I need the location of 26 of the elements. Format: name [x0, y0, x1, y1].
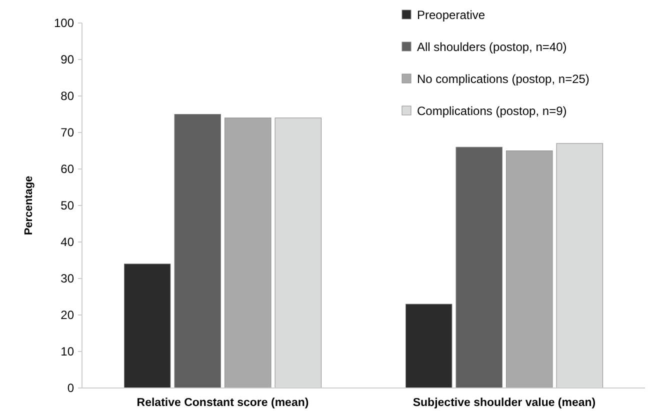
- bar: [274, 118, 322, 388]
- bar: [124, 264, 171, 388]
- bar: [174, 114, 221, 388]
- legend-label: All shoulders (postop, n=40): [417, 40, 567, 54]
- y-tick-label: 60: [60, 162, 74, 176]
- y-tick-label: 70: [60, 126, 74, 140]
- y-tick-label: 40: [60, 235, 74, 250]
- legend-label: Preoperative: [417, 8, 486, 22]
- x-tick-label: Subjective shoulder value (mean): [412, 397, 596, 409]
- bar: [405, 304, 452, 388]
- y-tick-label: 0: [67, 381, 74, 396]
- y-axis-title: Percentage: [23, 176, 35, 236]
- y-tick-label: 90: [60, 52, 74, 67]
- y-tick-label: 30: [60, 272, 74, 286]
- bar: [506, 150, 553, 388]
- legend-label: No complications (postop, n=25): [417, 72, 590, 86]
- bar: [224, 118, 272, 388]
- y-tick-label: 100: [54, 16, 74, 30]
- y-tick-label: 10: [60, 344, 74, 359]
- bar: [556, 143, 604, 388]
- y-tick-label: 50: [60, 198, 74, 213]
- y-tick-label: 20: [60, 308, 74, 322]
- y-tick-label: 80: [60, 89, 74, 104]
- x-tick-label: Relative Constant score (mean): [136, 397, 309, 409]
- bar: [456, 146, 502, 388]
- legend-label: Complications (postop, n=9): [417, 104, 567, 118]
